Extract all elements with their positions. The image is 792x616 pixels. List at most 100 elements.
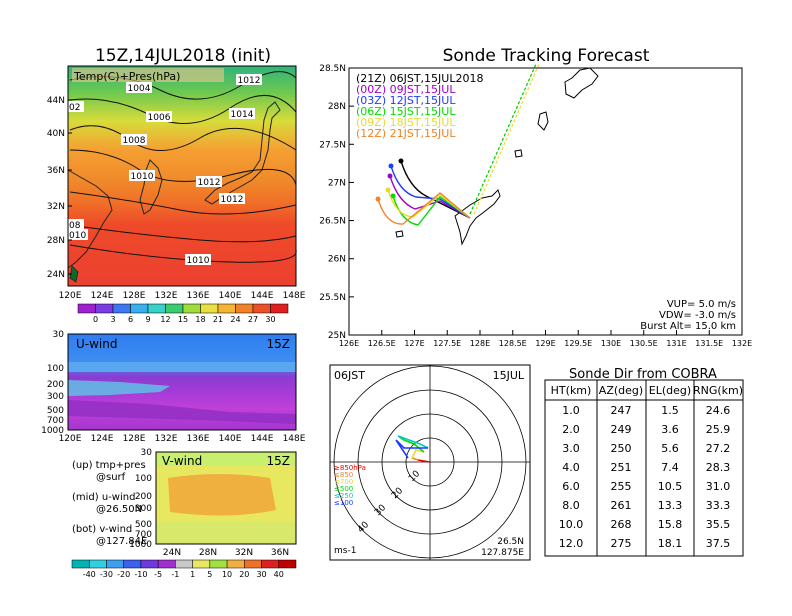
colorbar-tick: 30 bbox=[256, 570, 266, 579]
hodo-level-label: ≥850hPa bbox=[334, 464, 366, 472]
colorbar-swatch bbox=[147, 303, 166, 314]
colorbar-swatch bbox=[182, 303, 201, 314]
colorbar-tick: -10 bbox=[134, 570, 147, 579]
lon-tick-label: 129E bbox=[535, 339, 555, 348]
isobar-label: 1012 bbox=[198, 178, 221, 188]
table-cell: 25.9 bbox=[706, 423, 731, 436]
u-wind-core bbox=[68, 400, 296, 424]
lon-axis: 120E 124E 128E 132E 136E 140E 144E 148E bbox=[59, 291, 306, 301]
sonde-track bbox=[390, 165, 471, 219]
lat-tick-label: 27.5N bbox=[319, 140, 346, 150]
u-wind-tongue bbox=[68, 380, 170, 396]
isobar-label: 02 bbox=[69, 103, 80, 113]
lat-tick-label: 36N bbox=[271, 548, 289, 558]
lat-tick-label: 36N bbox=[47, 166, 65, 176]
lat-tick-label: 25.5N bbox=[319, 293, 346, 303]
lat-tick-label: 44N bbox=[47, 96, 65, 106]
left-map: 1012 1004 1006 1014 1008 1010 1012 1012 … bbox=[47, 65, 306, 301]
pressure-tick-label: 300 bbox=[47, 392, 64, 402]
lat-tick-label: 25N bbox=[328, 331, 346, 341]
lat-tick-label: 28N bbox=[47, 236, 65, 246]
hodo-level-label: ≤100 bbox=[334, 499, 353, 507]
lat-tick-label: 28.5N bbox=[319, 64, 346, 74]
colorbar-swatch bbox=[157, 559, 176, 569]
colorbar-swatch bbox=[123, 559, 142, 569]
table-cells: HT(km) AZ(deg) EL(deg) RNG(km) 1.0 247 1.5 24.6… bbox=[551, 384, 743, 550]
temperature-colorbar: 0 3 6 9 12 15 18 21 24 27 30 bbox=[77, 303, 289, 324]
hodo-level-label: ≤700 bbox=[334, 478, 353, 486]
lon-tick-label: 130.5E bbox=[630, 339, 658, 348]
track-legend-item: (00Z) 09JST,15JUL bbox=[356, 83, 456, 96]
pressure-tick-label: 700 bbox=[47, 416, 64, 426]
track-legend-item: (21Z) 06JST,15JUL2018 bbox=[356, 72, 483, 85]
lon-tick-label: 126.5E bbox=[368, 339, 396, 348]
colorbar-tick: 3 bbox=[110, 315, 115, 324]
pressure-tick-label: 30 bbox=[53, 330, 65, 340]
hodo-levels: ≥850hPa≤850≤700≤500≤250≤100 bbox=[334, 464, 366, 507]
colorbar-tick: 24 bbox=[230, 315, 240, 324]
table-header: EL(deg) bbox=[649, 384, 691, 397]
lat-axis: 44N 40N 36N 32N 28N 24N bbox=[47, 96, 72, 280]
table-cell: 13.3 bbox=[658, 499, 683, 512]
colorbar-swatch bbox=[88, 559, 107, 569]
hodo-ring bbox=[357, 389, 503, 535]
colorbar-swatch bbox=[175, 559, 193, 569]
colorbar-swatch bbox=[244, 559, 262, 569]
table-cell: 268 bbox=[611, 518, 632, 531]
u-wind-band bbox=[68, 362, 296, 372]
track-legend-item: (12Z) 21JST,15JUL bbox=[356, 127, 456, 140]
lat-tick-label: 24N bbox=[163, 548, 181, 558]
colorbar-swatch bbox=[261, 559, 280, 569]
lon-tick-label: 132E bbox=[155, 434, 178, 444]
note-up: (up) tmp+pres bbox=[72, 460, 146, 471]
tracking-map: (21Z) 06JST,15JUL2018(00Z) 09JST,15JUL(0… bbox=[319, 63, 752, 348]
colorbar-swatch bbox=[112, 303, 131, 314]
sonde-track bbox=[389, 175, 471, 219]
colorbar-tick: -20 bbox=[117, 570, 130, 579]
colorbar-swatch bbox=[192, 559, 211, 569]
vup-value: VUP= 5.0 m/s bbox=[667, 299, 736, 310]
colorbar-tick: 21 bbox=[213, 315, 223, 324]
hodo-level-label: ≤250 bbox=[334, 492, 353, 500]
colorbar-tick: 0 bbox=[93, 315, 98, 324]
colorbar-tick: 9 bbox=[145, 315, 150, 324]
colorbar-swatch bbox=[252, 303, 271, 314]
table-cell: 10.0 bbox=[559, 518, 584, 531]
table-cell: 255 bbox=[611, 480, 632, 493]
table-cell: 275 bbox=[611, 537, 632, 550]
colorbar-swatch bbox=[200, 303, 219, 314]
colorbar-tick: 30 bbox=[265, 315, 275, 324]
table-cell: 1.0 bbox=[562, 404, 580, 417]
table-cell: 1.5 bbox=[661, 404, 679, 417]
lat-tick-label: 26.5N bbox=[319, 217, 346, 227]
descent-track bbox=[473, 63, 540, 215]
lat-tick-label: 40N bbox=[47, 129, 65, 139]
colorbar-swatch bbox=[130, 303, 149, 314]
wind-colorbar: -40 -30 -20 -10 -5 -1 1 5 10 20 30 40 bbox=[71, 559, 297, 579]
table-cell: 261 bbox=[611, 499, 632, 512]
isobar-label: 1014 bbox=[231, 110, 254, 120]
table-cell: 8.0 bbox=[562, 499, 580, 512]
pressure-tick-label: 200 bbox=[47, 380, 64, 390]
table-cell: 31.0 bbox=[706, 480, 731, 493]
hodograph: 10 20 30 40 06JST 15JUL ≥850hPa≤850≤700≤… bbox=[329, 364, 531, 561]
table-title: Sonde Dir from COBRA bbox=[569, 367, 717, 382]
table-cell: 12.0 bbox=[559, 537, 584, 550]
lon-axis: 126E 126.5E 127E 127.5E 128E 128.5E 129E 129.5E… bbox=[339, 330, 752, 348]
lon-tick-label: 127E bbox=[404, 339, 424, 348]
lon-tick-label: 127.5E bbox=[433, 339, 461, 348]
sonde-direction-table: Sonde Dir from COBRA HT(km) AZ(deg) EL(deg… bbox=[544, 367, 744, 557]
lon-tick-label: 136E bbox=[187, 291, 210, 301]
pressure-tick-label: 500 bbox=[135, 520, 152, 530]
table-header: AZ(deg) bbox=[599, 384, 643, 397]
lon-tick-label: 120E bbox=[59, 434, 82, 444]
table-cell: 251 bbox=[611, 461, 632, 474]
launch-point bbox=[388, 163, 394, 169]
v-wind-upper bbox=[156, 452, 296, 466]
lon-tick-label: 136E bbox=[187, 434, 210, 444]
lon-tick-label: 144E bbox=[251, 434, 274, 444]
isobar-lines bbox=[69, 71, 297, 263]
table-header: RNG(km) bbox=[693, 384, 743, 397]
hodo-level-label: ≤850 bbox=[334, 471, 353, 479]
